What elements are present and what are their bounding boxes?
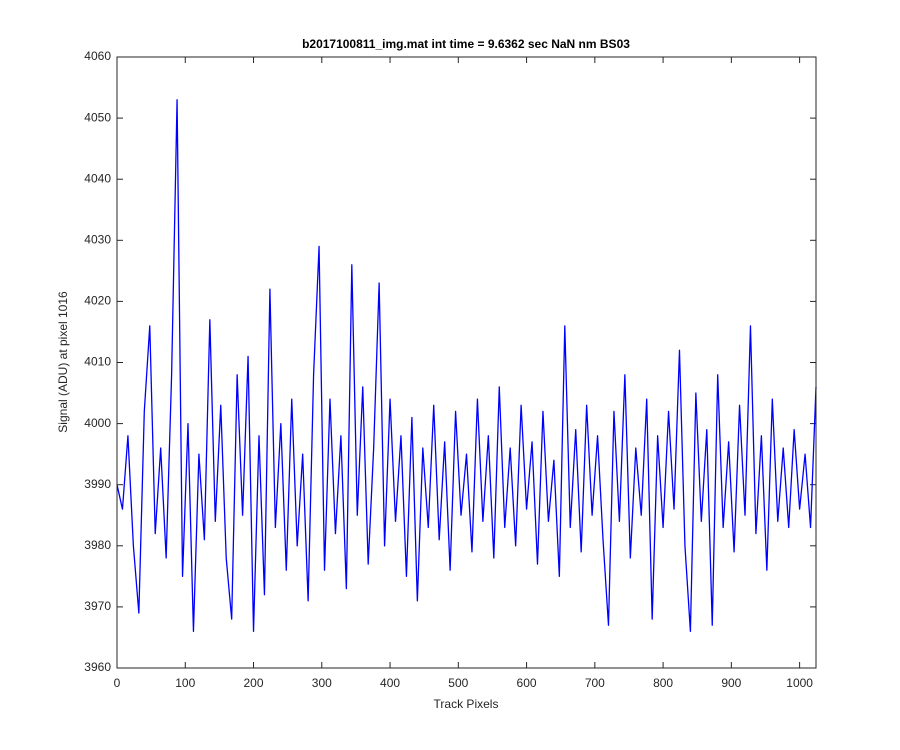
x-tick-label: 400 bbox=[380, 676, 400, 690]
chart-title: b2017100811_img.mat int time = 9.6362 se… bbox=[302, 37, 630, 51]
x-tick-label: 0 bbox=[114, 676, 121, 690]
x-tick-label: 600 bbox=[517, 676, 537, 690]
y-tick-label: 3980 bbox=[84, 538, 111, 552]
y-tick-label: 4050 bbox=[84, 110, 111, 124]
y-tick-label: 3970 bbox=[84, 599, 111, 613]
x-tick-label: 900 bbox=[721, 676, 741, 690]
x-tick-label: 800 bbox=[653, 676, 673, 690]
x-tick-label: 1000 bbox=[786, 676, 813, 690]
x-tick-label: 700 bbox=[585, 676, 605, 690]
x-tick-label: 100 bbox=[175, 676, 195, 690]
y-tick-label: 4060 bbox=[84, 49, 111, 63]
y-tick-label: 4020 bbox=[84, 294, 111, 308]
x-tick-label: 300 bbox=[312, 676, 332, 690]
y-axis-label: Signal (ADU) at pixel 1016 bbox=[56, 291, 70, 433]
y-tick-label: 4010 bbox=[84, 355, 111, 369]
y-tick-label: 4040 bbox=[84, 171, 111, 185]
y-tick-label: 3990 bbox=[84, 477, 111, 491]
y-tick-label: 4030 bbox=[84, 232, 111, 246]
axes-box bbox=[116, 56, 817, 669]
x-tick-label: 200 bbox=[244, 676, 264, 690]
y-tick-label: 3960 bbox=[84, 660, 111, 674]
y-tick-label: 4000 bbox=[84, 416, 111, 430]
data-line bbox=[116, 99, 817, 632]
x-axis-label: Track Pixels bbox=[434, 697, 499, 711]
x-tick-label: 500 bbox=[448, 676, 468, 690]
